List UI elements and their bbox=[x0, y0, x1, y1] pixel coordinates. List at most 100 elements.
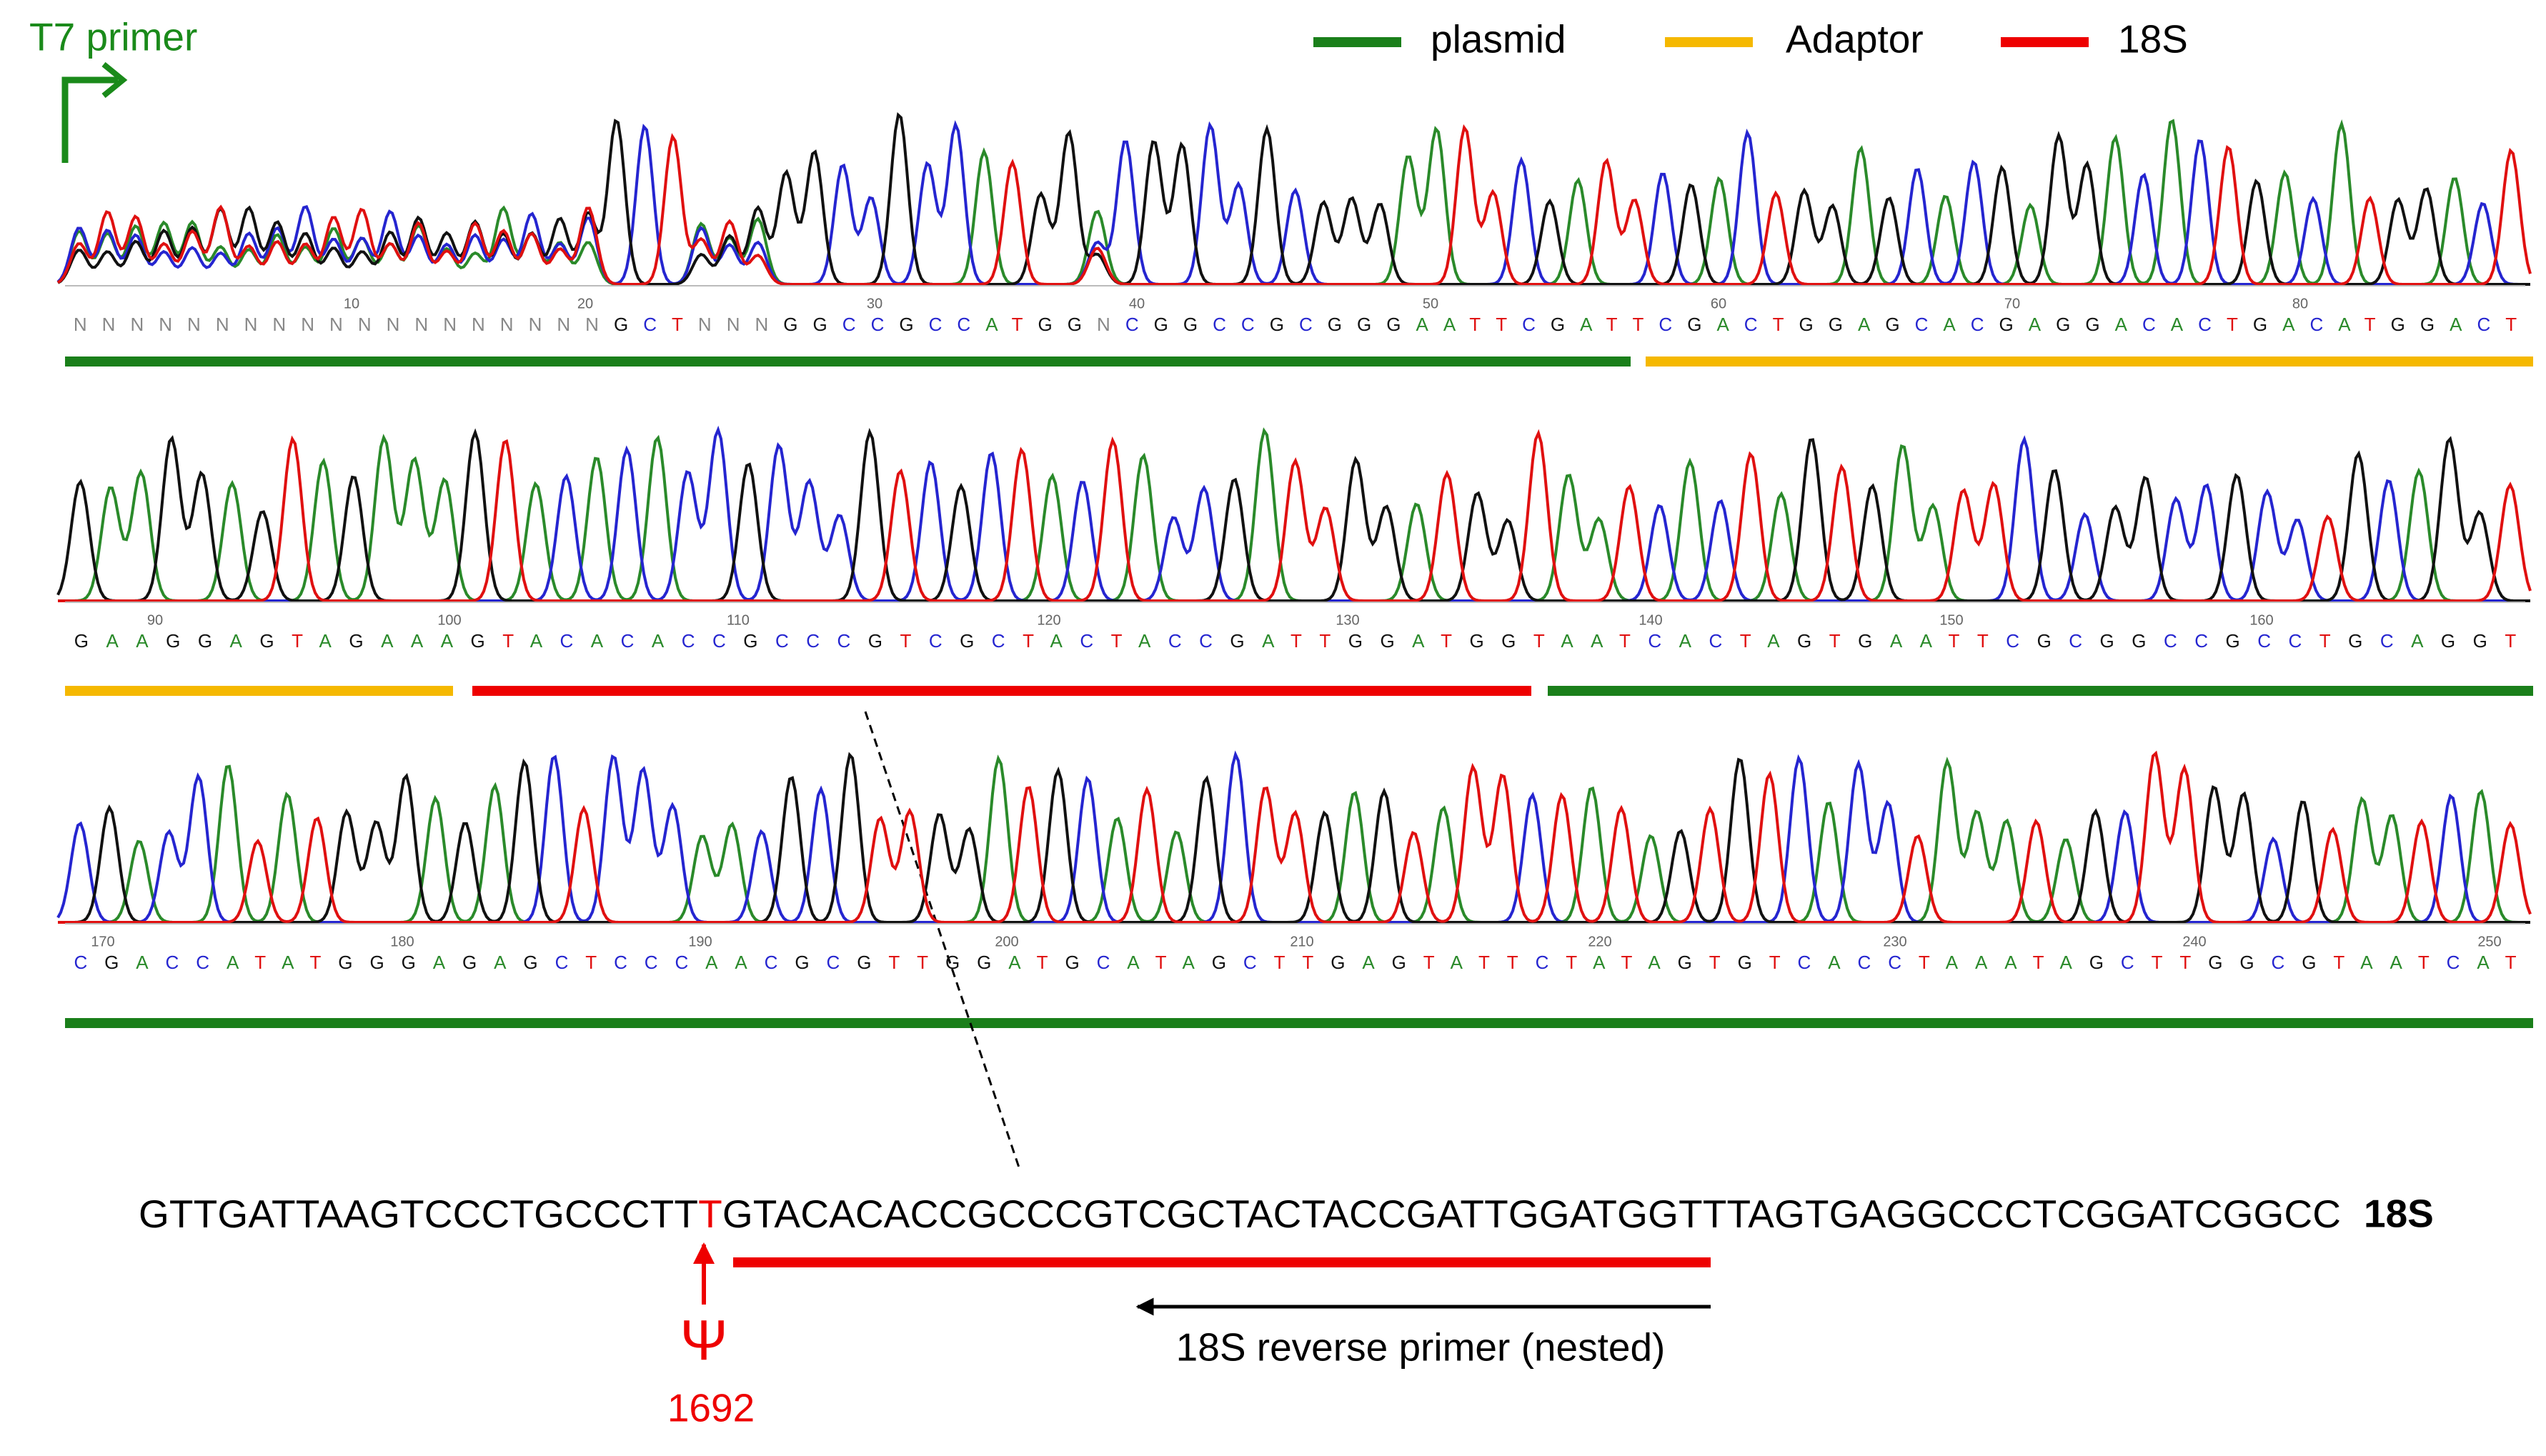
base: G bbox=[960, 630, 974, 652]
base: A bbox=[1561, 630, 1573, 652]
position-tick: 220 bbox=[1588, 934, 1611, 949]
base: A bbox=[1412, 630, 1425, 652]
base: C bbox=[2069, 630, 2082, 652]
base: A bbox=[2390, 952, 2402, 973]
base: N bbox=[102, 314, 116, 335]
base: T bbox=[1632, 314, 1644, 335]
base: C bbox=[2164, 630, 2177, 652]
position-tick: 160 bbox=[2249, 612, 2273, 628]
base: G bbox=[2391, 314, 2405, 335]
base: G bbox=[1068, 314, 1082, 335]
base: C bbox=[196, 952, 209, 973]
base: T bbox=[1441, 630, 1452, 652]
trace bbox=[58, 425, 2530, 602]
base: C bbox=[1536, 952, 1549, 973]
base: G bbox=[945, 952, 960, 973]
base: C bbox=[2194, 630, 2208, 652]
base: N bbox=[216, 314, 229, 335]
position-tick: 180 bbox=[390, 934, 414, 949]
base: A bbox=[530, 630, 543, 652]
position-tick: 20 bbox=[577, 296, 593, 311]
base: T bbox=[1740, 630, 1751, 652]
base: T bbox=[1709, 952, 1721, 973]
position-tick: 210 bbox=[1290, 934, 1313, 949]
base: C bbox=[2121, 952, 2134, 973]
base: C bbox=[74, 952, 87, 973]
base: G bbox=[1738, 952, 1752, 973]
base: C bbox=[1798, 952, 1811, 973]
position-tick: 80 bbox=[2292, 296, 2308, 311]
base: A bbox=[136, 952, 149, 973]
base: C bbox=[2309, 314, 2323, 335]
base: T bbox=[309, 952, 321, 973]
base: A bbox=[1443, 314, 1456, 335]
base: T bbox=[672, 314, 683, 335]
base: G bbox=[1357, 314, 1371, 335]
base: C bbox=[1709, 630, 1723, 652]
base: T bbox=[1111, 630, 1123, 652]
base: T bbox=[1606, 314, 1618, 335]
base: G bbox=[1348, 630, 1363, 652]
base: A bbox=[985, 314, 998, 335]
base: C bbox=[1659, 314, 1672, 335]
base: T bbox=[2179, 952, 2191, 973]
pseudouridine: Ψ bbox=[680, 1308, 728, 1372]
base: G bbox=[1154, 314, 1168, 335]
base: G bbox=[369, 952, 384, 973]
base: G bbox=[2089, 952, 2104, 973]
base: A bbox=[705, 952, 718, 973]
base: A bbox=[2360, 952, 2373, 973]
position-tick: 200 bbox=[995, 934, 1018, 949]
base: N bbox=[727, 314, 740, 335]
base: G bbox=[2056, 314, 2070, 335]
base: C bbox=[992, 630, 1005, 652]
base: A bbox=[1890, 630, 1903, 652]
base: G bbox=[795, 952, 809, 973]
base: T bbox=[1977, 630, 1989, 652]
base: A bbox=[2029, 314, 2042, 335]
base: C bbox=[2257, 630, 2271, 652]
base: A bbox=[1050, 630, 1063, 652]
base: G bbox=[2473, 630, 2487, 652]
base: C bbox=[1648, 630, 1661, 652]
base: G bbox=[1999, 314, 2014, 335]
base: C bbox=[842, 314, 856, 335]
base: G bbox=[1230, 630, 1244, 652]
base: T bbox=[1274, 952, 1286, 973]
trace bbox=[58, 750, 2532, 924]
base: A bbox=[2450, 314, 2462, 335]
base: G bbox=[2239, 952, 2254, 973]
base: N bbox=[755, 314, 769, 335]
base: C bbox=[1971, 314, 1984, 335]
base: G bbox=[899, 314, 913, 335]
base: T bbox=[2033, 952, 2044, 973]
reference-label: 18S bbox=[2364, 1192, 2434, 1236]
base: N bbox=[698, 314, 712, 335]
base: C bbox=[837, 630, 850, 652]
base: T bbox=[1291, 630, 1302, 652]
base: A bbox=[2004, 952, 2017, 973]
base: T bbox=[1769, 952, 1781, 973]
position-tick: 170 bbox=[91, 934, 114, 949]
base: N bbox=[443, 314, 457, 335]
base: A bbox=[106, 630, 119, 652]
base: T bbox=[1302, 952, 1313, 973]
position-tick: 140 bbox=[1639, 612, 1662, 628]
base: T bbox=[502, 630, 514, 652]
base: G bbox=[523, 952, 537, 973]
base: G bbox=[1386, 314, 1401, 335]
base: G bbox=[1469, 630, 1483, 652]
sequence-part: GTACACACCGCCCGTCGCTACTACCGATTGGATGGTTTAG… bbox=[722, 1192, 2341, 1236]
base: A bbox=[1946, 952, 1959, 973]
position-tick: 40 bbox=[1129, 296, 1145, 311]
base: C bbox=[1168, 630, 1182, 652]
base: C bbox=[166, 952, 179, 973]
base: A bbox=[1975, 952, 1988, 973]
trace bbox=[58, 429, 2532, 602]
base: T bbox=[1829, 630, 1841, 652]
base: T bbox=[2418, 952, 2430, 973]
base: C bbox=[643, 314, 657, 335]
